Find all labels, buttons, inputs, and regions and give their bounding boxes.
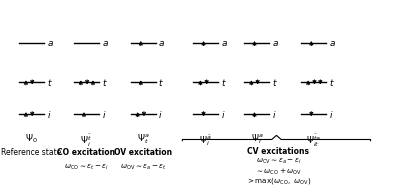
Text: $\mathit{i}$: $\mathit{i}$ bbox=[221, 109, 226, 120]
Text: Reference state: Reference state bbox=[1, 148, 62, 157]
Text: CV excitations: CV excitations bbox=[247, 147, 310, 156]
Text: OV excitation: OV excitation bbox=[114, 148, 172, 157]
Text: $\Psi_i^{\bar{t}}$: $\Psi_i^{\bar{t}}$ bbox=[80, 133, 92, 149]
Text: $\mathit{a}$: $\mathit{a}$ bbox=[102, 39, 108, 48]
Text: $\mathit{i}$: $\mathit{i}$ bbox=[329, 109, 334, 120]
Text: $\omega_{\rm CO} \sim \varepsilon_t - \varepsilon_i$: $\omega_{\rm CO} \sim \varepsilon_t - \v… bbox=[64, 163, 109, 172]
Text: $\mathit{a}$: $\mathit{a}$ bbox=[47, 39, 54, 48]
Text: $> {\rm max}(\omega_{\rm CO},\ \omega_{\rm OV})$: $> {\rm max}(\omega_{\rm CO},\ \omega_{\… bbox=[246, 176, 311, 186]
Text: $\mathit{i}$: $\mathit{i}$ bbox=[47, 109, 51, 120]
Text: CO excitation: CO excitation bbox=[57, 148, 115, 157]
Text: $\mathit{t}$: $\mathit{t}$ bbox=[221, 77, 227, 88]
Text: $\mathit{i}$: $\mathit{i}$ bbox=[158, 109, 163, 120]
Text: $\mathit{i}$: $\mathit{i}$ bbox=[272, 109, 276, 120]
Text: $\Psi_{it}^{\bar{t}a}$: $\Psi_{it}^{\bar{t}a}$ bbox=[306, 133, 321, 149]
Text: $\mathit{t}$: $\mathit{t}$ bbox=[47, 77, 52, 88]
Text: $\Psi_0$: $\Psi_0$ bbox=[25, 133, 38, 145]
Text: $\Psi_i^{a}$: $\Psi_i^{a}$ bbox=[250, 133, 263, 146]
Text: $\mathit{t}$: $\mathit{t}$ bbox=[329, 77, 335, 88]
Text: $\mathit{i}$: $\mathit{i}$ bbox=[102, 109, 106, 120]
Text: $\sim \omega_{\rm CO} + \omega_{\rm OV}$: $\sim \omega_{\rm CO} + \omega_{\rm OV}$ bbox=[255, 166, 302, 177]
Text: $\mathit{t}$: $\mathit{t}$ bbox=[158, 77, 164, 88]
Text: $\mathit{t}$: $\mathit{t}$ bbox=[102, 77, 108, 88]
Text: $\mathit{a}$: $\mathit{a}$ bbox=[329, 39, 336, 48]
Text: $\mathit{a}$: $\mathit{a}$ bbox=[221, 39, 228, 48]
Text: $\Psi_i^{\bar{a}}$: $\Psi_i^{\bar{a}}$ bbox=[199, 133, 212, 148]
Text: $\mathit{a}$: $\mathit{a}$ bbox=[272, 39, 279, 48]
Text: $\omega_{\rm CV} \sim \varepsilon_a - \varepsilon_i$: $\omega_{\rm CV} \sim \varepsilon_a - \v… bbox=[256, 157, 301, 166]
Text: $\mathit{t}$: $\mathit{t}$ bbox=[272, 77, 278, 88]
Text: $\Psi_t^{a}$: $\Psi_t^{a}$ bbox=[137, 133, 150, 146]
Text: $\mathit{a}$: $\mathit{a}$ bbox=[158, 39, 165, 48]
Text: $\omega_{\rm OV} \sim \varepsilon_a - \varepsilon_t$: $\omega_{\rm OV} \sim \varepsilon_a - \v… bbox=[120, 163, 166, 172]
